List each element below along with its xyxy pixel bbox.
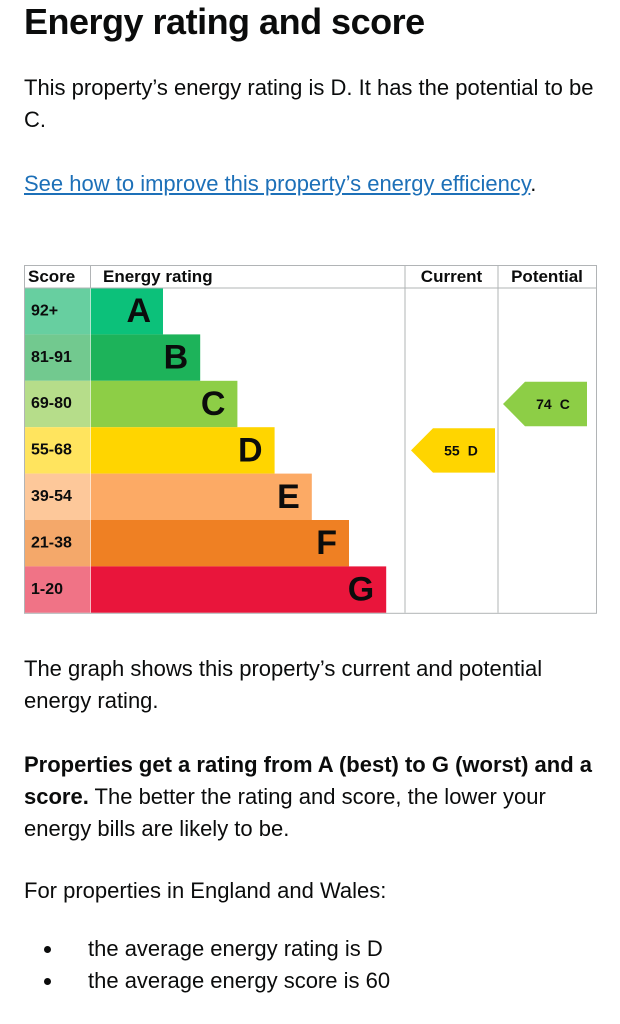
score-cell xyxy=(24,566,91,613)
current-label: 55 D xyxy=(444,442,478,458)
frame xyxy=(24,265,597,614)
column-header: Current xyxy=(421,267,483,286)
band-bar xyxy=(91,380,238,428)
graph-caption: The graph shows this property’s current … xyxy=(24,656,543,713)
energy-graph: Score Energy rating Current Potential 92+ A 81… xyxy=(24,265,597,614)
band-letter: F xyxy=(316,524,337,562)
band-letter: A xyxy=(126,292,151,330)
averages-intro: For properties in England and Wales: xyxy=(24,878,387,903)
explanation-bold: Properties get a rating from A (best) to… xyxy=(24,752,592,809)
explanation-text: The better the rating and score, the low… xyxy=(24,784,546,841)
explanation: Properties get a rating from A (best) to… xyxy=(24,749,596,845)
link-after: . xyxy=(530,171,537,196)
score-cell xyxy=(24,473,91,520)
column-header: Score xyxy=(28,267,75,286)
band-bar xyxy=(91,288,163,335)
band-score: 39-54 xyxy=(31,488,72,505)
band-bar xyxy=(91,334,201,381)
average-item: the average energy rating is D xyxy=(64,933,596,965)
link-paragraph: See how to improve this property’s energ… xyxy=(24,168,596,200)
current-arrow xyxy=(411,428,495,473)
potential-arrow xyxy=(503,381,587,427)
band-letter: D xyxy=(238,431,263,469)
current-score: 55 xyxy=(444,442,460,458)
score-cell xyxy=(24,427,91,474)
potential-score: 74 xyxy=(536,396,552,412)
band-bar xyxy=(91,520,349,567)
current-letter: D xyxy=(468,442,478,458)
average-item: the average energy score is 60 xyxy=(64,965,596,997)
column-header: Potential xyxy=(511,267,583,286)
title: Energy rating and score xyxy=(24,1,425,42)
band-score: 92+ xyxy=(31,302,58,319)
band-score: 55-68 xyxy=(31,442,72,459)
score-cell xyxy=(24,380,91,428)
potential-label: 74 C xyxy=(536,396,570,412)
score-cell xyxy=(24,334,91,381)
band-bar xyxy=(91,427,275,474)
band-score: 81-91 xyxy=(31,349,72,366)
band-letter: C xyxy=(201,385,226,423)
band-letter: G xyxy=(348,571,374,609)
band-score: 21-38 xyxy=(31,534,72,551)
column-header: Energy rating xyxy=(103,267,213,286)
band-bar xyxy=(91,566,387,613)
band-letter: B xyxy=(164,339,189,377)
band-score: 69-80 xyxy=(31,395,72,412)
intro: This property’s energy rating is D. It h… xyxy=(24,75,594,132)
band-score: 1-20 xyxy=(31,581,63,598)
potential-letter: C xyxy=(560,396,570,412)
score-cell xyxy=(24,520,91,567)
averages-list: the average energy rating is Dthe averag… xyxy=(24,933,596,997)
band-letter: E xyxy=(277,478,300,516)
improve-link[interactable]: See how to improve this property’s energ… xyxy=(24,171,531,196)
band-bar xyxy=(91,473,312,520)
score-cell xyxy=(24,288,91,335)
